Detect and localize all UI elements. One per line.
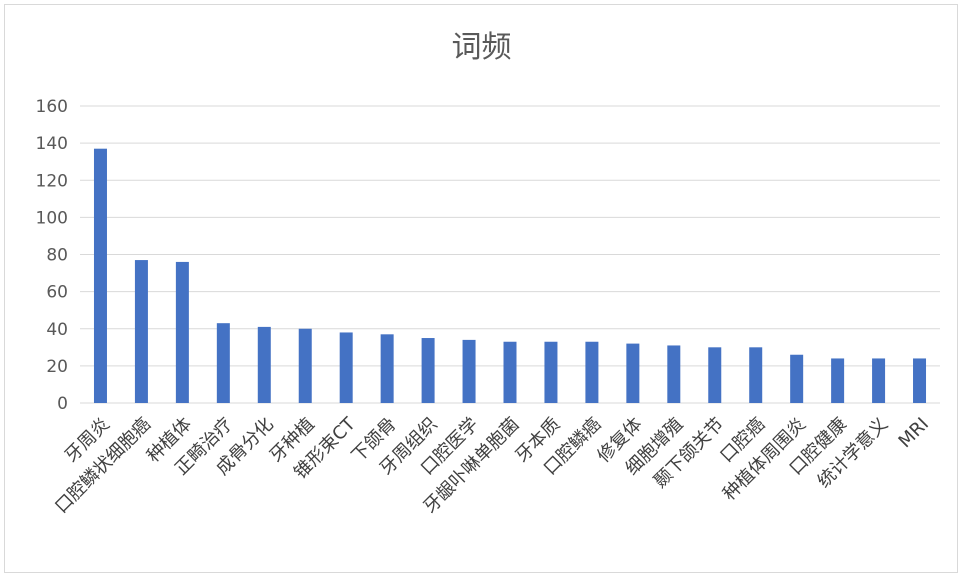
chart-area xyxy=(4,4,958,573)
bar-3 xyxy=(216,323,230,403)
bar-14 xyxy=(667,345,681,403)
chart-title: 词频 xyxy=(451,30,512,65)
category-label-20: MRI xyxy=(895,414,933,452)
y-tick-label-20: 20 xyxy=(46,357,68,377)
bar-4 xyxy=(257,326,271,403)
y-tick-label-160: 160 xyxy=(36,97,68,117)
bar-7 xyxy=(380,334,394,403)
bar-9 xyxy=(462,339,476,403)
y-tick-label-80: 80 xyxy=(46,246,68,266)
y-tick-label-120: 120 xyxy=(36,171,68,191)
bar-8 xyxy=(421,338,435,403)
bar-12 xyxy=(585,341,599,403)
bar-1 xyxy=(134,260,148,403)
y-tick-label-40: 40 xyxy=(46,320,68,340)
bar-13 xyxy=(626,343,640,403)
bar-16 xyxy=(749,347,763,403)
bar-20 xyxy=(913,358,927,403)
y-tick-label-0: 0 xyxy=(57,394,68,414)
y-tick-label-60: 60 xyxy=(46,283,68,303)
bar-17 xyxy=(790,354,804,403)
bar-0 xyxy=(93,148,107,403)
y-tick-label-100: 100 xyxy=(36,208,68,228)
bar-2 xyxy=(175,261,189,403)
bar-5 xyxy=(298,328,312,403)
bar-18 xyxy=(831,358,845,403)
y-tick-label-140: 140 xyxy=(36,134,68,154)
bar-6 xyxy=(339,332,353,403)
bar-19 xyxy=(872,358,886,403)
bar-10 xyxy=(503,341,517,403)
bar-11 xyxy=(544,341,558,403)
bar-15 xyxy=(708,347,722,403)
